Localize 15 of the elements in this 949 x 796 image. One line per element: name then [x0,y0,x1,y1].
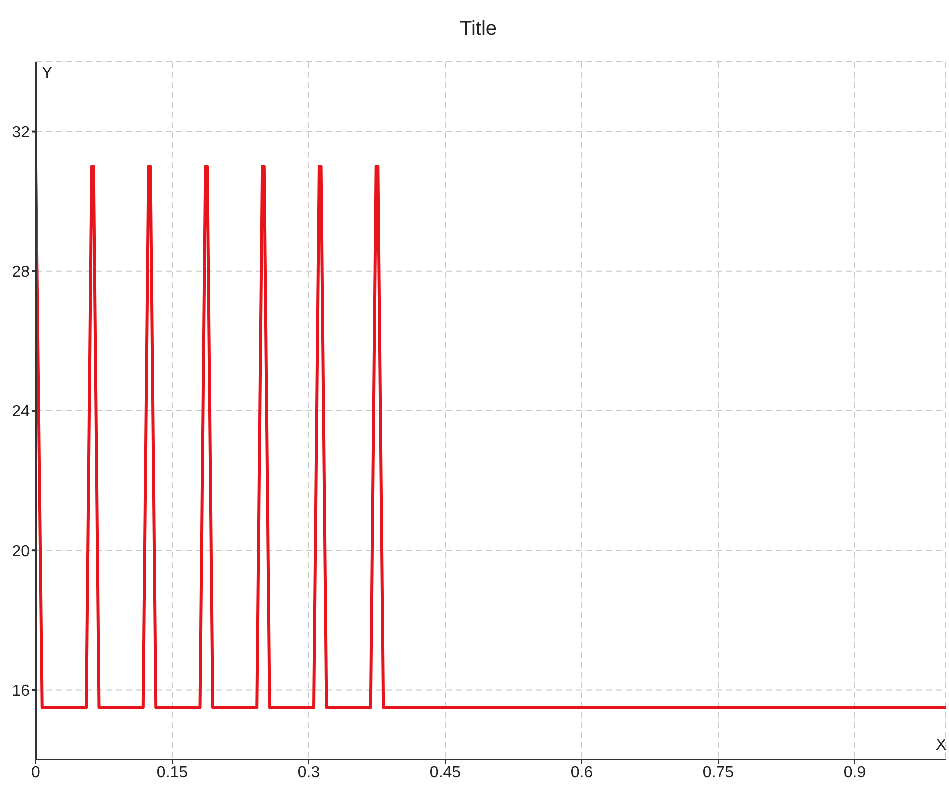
y-tick-label: 20 [12,543,30,560]
x-tick-label: 0.75 [702,764,734,782]
y-tick-label: 16 [12,682,30,700]
chart-title: Title [458,18,498,41]
x-tick-label: 0.9 [844,764,866,782]
x-axis-title: X [936,737,947,754]
y-axis-title: Y [42,65,53,82]
x-tick-label: 0.45 [430,764,462,782]
x-tick-label: 0 [32,764,41,782]
x-tick-label: 0.3 [298,764,320,782]
y-tick-label: 32 [12,124,30,142]
x-tick-label: 0.6 [570,764,594,782]
x-tick-label: 0.15 [156,764,188,782]
y-tick-label: 24 [12,404,30,421]
y-tick-label: 28 [12,264,30,282]
